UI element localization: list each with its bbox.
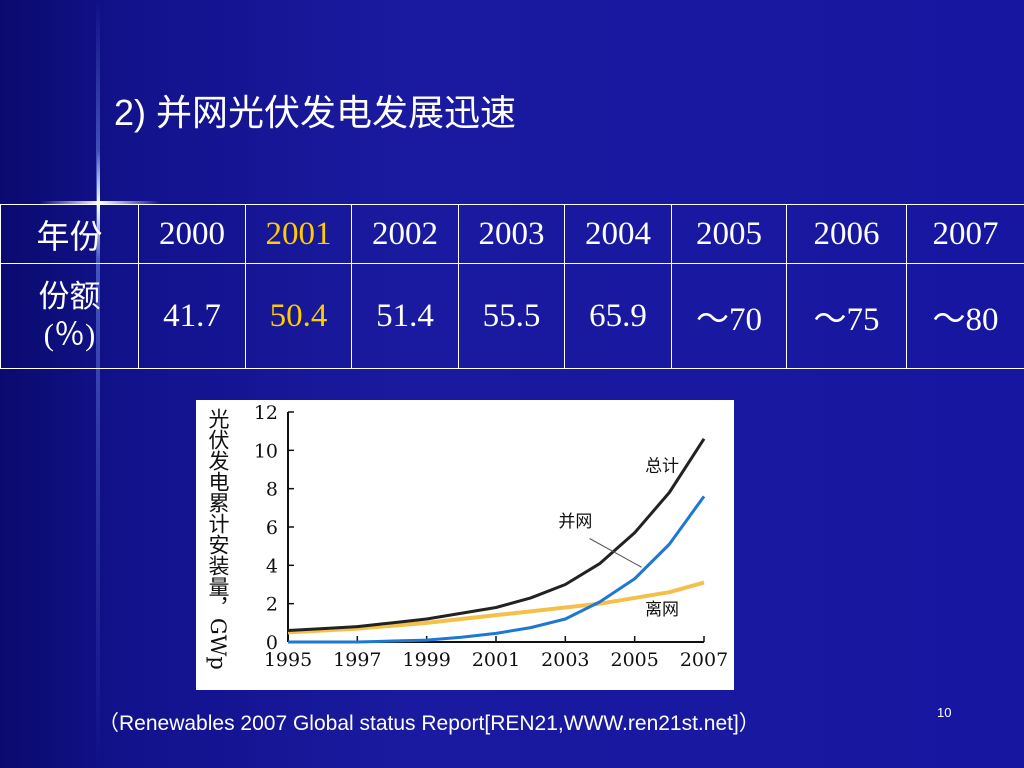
y-tick-label: 10 — [254, 440, 278, 462]
year-cell: 2002 — [351, 204, 459, 264]
row-label-share: 份额 (％) — [0, 263, 139, 369]
chart-ticks: 0 2 4 6 8 10 12 1995 1997 1999 2001 2003 2005 2007 — [254, 402, 728, 671]
share-cell: 65.9 — [564, 263, 672, 369]
series-label-1: 并网 — [558, 512, 592, 532]
year-cell: 2005 — [671, 204, 787, 264]
page-number: 10 — [937, 705, 952, 720]
x-tick-label: 1997 — [333, 649, 381, 671]
y-tick-label: 0 — [266, 632, 278, 654]
series-label-2: 离网 — [645, 600, 679, 620]
chart-ylabel: 光伏发电累计安装量，GWp — [206, 408, 230, 670]
series-line-2 — [287, 580, 705, 635]
y-tick-label: 4 — [266, 555, 278, 577]
year-cell: 2007 — [906, 204, 1024, 264]
year-cell: 2000 — [138, 204, 246, 264]
x-tick-label: 2001 — [472, 649, 520, 671]
light-flare-horizontal — [40, 201, 160, 204]
series-label-leader — [589, 538, 642, 568]
x-tick-label: 2005 — [610, 649, 658, 671]
source-citation: （Renewables 2007 Global status Report[RE… — [98, 712, 760, 735]
year-cell: 2006 — [786, 204, 907, 264]
decorative-vertical-bar — [96, 0, 100, 768]
chart-svg: 光伏发电累计安装量，GWp 0 2 4 6 8 10 12 1995 1997 1999 2001 2… — [206, 402, 728, 671]
share-cell: 55.5 — [458, 263, 565, 369]
pv-share-table: 年份 2000 2001 2002 2003 2004 2005 2006 20… — [0, 204, 1024, 369]
pv-installation-chart: 光伏发电累计安装量，GWp 0 2 4 6 8 10 12 1995 1997 1999 2001 2… — [196, 400, 734, 690]
year-cell-highlight: 2001 — [245, 204, 352, 264]
series-line-0 — [287, 438, 706, 632]
share-cell-highlight: 50.4 — [245, 263, 352, 369]
year-cell: 2003 — [458, 204, 565, 264]
chart-lines — [287, 438, 706, 644]
share-cell: 41.7 — [138, 263, 246, 369]
y-tick-label: 8 — [266, 479, 278, 501]
share-cell: 51.4 — [351, 263, 459, 369]
slide-title: 2) 并网光伏发电发展迅速 — [114, 92, 517, 133]
table-row-shares: 份额 (％) 41.7 50.4 51.4 55.5 65.9 ～70 ～75 … — [0, 263, 1024, 369]
y-tick-label: 2 — [266, 594, 278, 616]
y-tick-label: 12 — [254, 402, 278, 424]
series-label-0: 总计 — [645, 456, 679, 476]
row-label-year: 年份 — [0, 204, 139, 264]
x-tick-label: 2003 — [541, 649, 589, 671]
share-cell: ～75 — [786, 263, 907, 369]
x-tick-label: 1999 — [402, 649, 450, 671]
row-label-share-line2: (％) — [43, 317, 96, 352]
series-line-1 — [288, 495, 706, 644]
table-row-years: 年份 2000 2001 2002 2003 2004 2005 2006 20… — [0, 204, 1024, 264]
x-tick-label: 2007 — [680, 649, 728, 671]
share-cell: ～80 — [906, 263, 1024, 369]
x-tick-label: 1995 — [264, 649, 312, 671]
row-label-share-line1: 份额 — [38, 279, 101, 314]
share-cell: ～70 — [671, 263, 787, 369]
year-cell: 2004 — [564, 204, 672, 264]
y-tick-label: 6 — [266, 517, 278, 539]
